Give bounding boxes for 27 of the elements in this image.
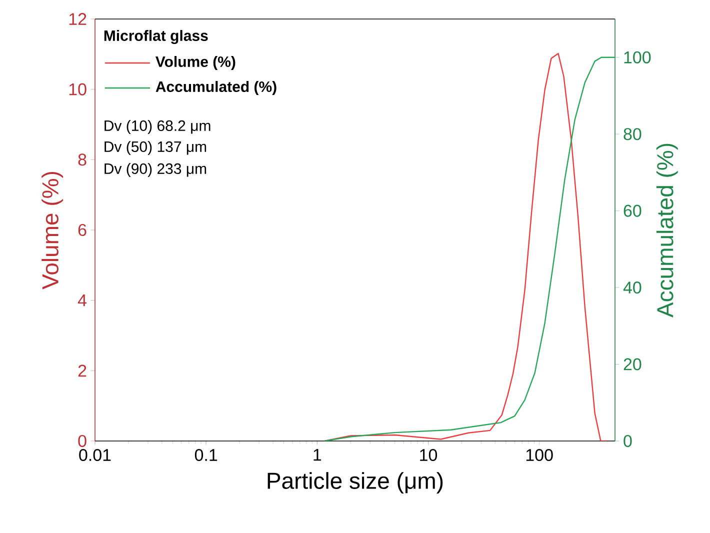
x-tick-label: 100 bbox=[526, 448, 553, 462]
annotation: Dv (90) 233 μm bbox=[104, 163, 206, 177]
y-tick-label: 4 bbox=[78, 294, 87, 306]
annotation: Dv (50) 137 μm bbox=[104, 141, 206, 155]
legend-title: Microflat glass bbox=[104, 30, 208, 44]
y2-tick-label: 0 bbox=[624, 434, 632, 448]
x-tick-label: 0.1 bbox=[194, 448, 218, 462]
y2-tick-label: 20 bbox=[624, 358, 642, 370]
y2-tick-label: 100 bbox=[624, 51, 651, 64]
y-tick-label: 0 bbox=[78, 434, 86, 448]
x-tick-label: 10 bbox=[420, 448, 438, 462]
y-tick-label: 6 bbox=[78, 224, 86, 236]
y-tick-label: 8 bbox=[78, 154, 86, 166]
x-tick-label: 1 bbox=[314, 448, 322, 461]
y-tick-label: 10 bbox=[69, 83, 86, 96]
y-tick-label: 2 bbox=[78, 364, 86, 377]
x-axis-title: Particle size (μm) bbox=[268, 472, 443, 494]
x-tick-label: 0.01 bbox=[79, 448, 111, 462]
y2-tick-label: 60 bbox=[624, 204, 642, 217]
legend-label: Volume (%) bbox=[156, 56, 236, 70]
y-axis-title: Volume (%) bbox=[42, 172, 64, 290]
y2-tick-label: 80 bbox=[624, 128, 642, 140]
legend-label: Accumulated (%) bbox=[156, 81, 276, 95]
y-tick-label: 12 bbox=[69, 13, 86, 25]
y2-axis-title: Accumulated (%) bbox=[656, 144, 678, 318]
y2-tick-label: 40 bbox=[623, 282, 642, 294]
annotation: Dv (10) 68.2 μm bbox=[104, 120, 210, 134]
